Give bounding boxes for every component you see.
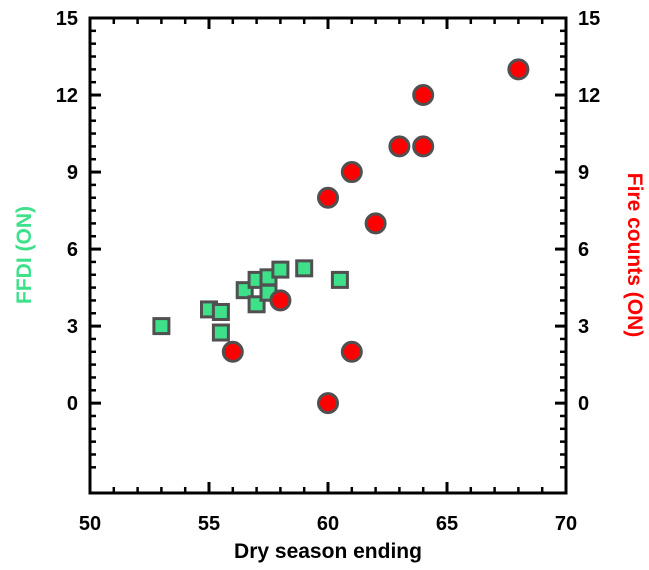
ffdi-point <box>211 302 230 321</box>
fire-count-point <box>412 84 435 107</box>
x-tick-label: 50 <box>79 513 101 535</box>
ffdi-series <box>152 259 349 342</box>
fire-count-point <box>364 212 387 235</box>
ffdi-point <box>271 260 290 279</box>
fire-count-point <box>340 161 363 184</box>
fire-count-point <box>388 135 411 158</box>
ffdi-point <box>330 270 349 289</box>
y-tick-label-right: 6 <box>578 239 589 261</box>
y-tick-label-left: 0 <box>67 393 78 415</box>
ffdi-point <box>152 317 171 336</box>
y-tick-label-right: 9 <box>578 162 589 184</box>
fire-count-point <box>340 340 363 363</box>
fire-count-point <box>412 135 435 158</box>
tick-labels: 50 55 60 65 70 0 0 3 3 6 6 9 9 12 12 15 15 <box>56 8 601 535</box>
x-axis-title: Dry season ending <box>234 540 422 563</box>
fire-count-point <box>317 392 339 415</box>
fire-count-point <box>221 340 244 363</box>
y-tick-label-left: 12 <box>56 85 78 107</box>
y-tick-label-right: 0 <box>578 393 589 415</box>
y-tick-label-left: 9 <box>67 162 78 184</box>
y-tick-label-right: 15 <box>578 8 600 30</box>
y-tick-label-right: 3 <box>578 316 589 338</box>
fire-count-point <box>317 186 339 209</box>
x-tick-label: 60 <box>317 513 339 535</box>
left-y-axis-title: FFDI (ON) <box>13 206 36 304</box>
fire-count-point <box>507 58 530 81</box>
y-tick-label-right: 12 <box>578 85 600 107</box>
axis-ticks <box>88 16 568 495</box>
y-tick-label-left: 15 <box>56 8 78 30</box>
plot-frame <box>88 16 568 495</box>
y-tick-label-left: 3 <box>67 316 78 338</box>
fire-counts-series <box>221 58 530 415</box>
x-tick-label: 65 <box>436 513 458 535</box>
fire-count-point <box>269 289 292 312</box>
x-tick-label: 55 <box>198 513 220 535</box>
x-tick-label: 70 <box>555 513 577 535</box>
ffdi-point <box>211 323 230 342</box>
ffdi-point <box>295 259 314 278</box>
right-y-axis-title: Fire counts (ON) <box>623 173 646 338</box>
y-tick-label-left: 6 <box>67 239 78 261</box>
